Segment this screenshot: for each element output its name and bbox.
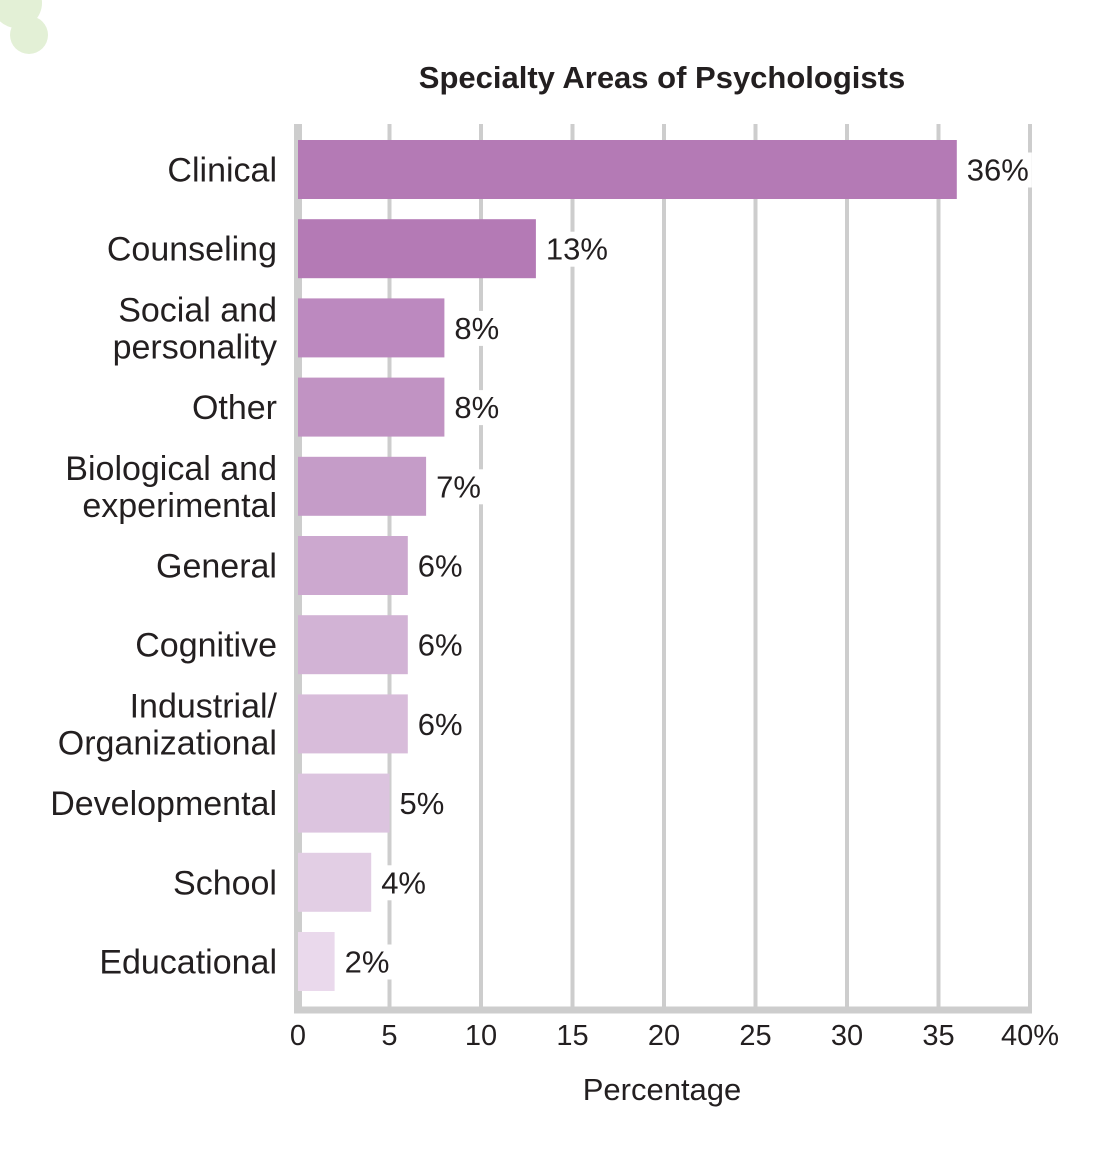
value-label-backdrop	[414, 706, 466, 742]
category-label: Industrial/Organizational	[58, 687, 278, 762]
x-tick-label: 20	[648, 1020, 680, 1052]
value-label-backdrop	[414, 627, 466, 663]
value-label-backdrop	[542, 231, 611, 267]
bar	[298, 773, 390, 833]
value-labels: 36% 13% 8% 8% 7% 6% 6% 6% 5% 4% 2%	[345, 153, 1029, 980]
chart-title: Specialty Areas of Psychologists	[419, 60, 905, 95]
x-tick-label: 5	[381, 1020, 397, 1052]
category-label: Counseling	[107, 231, 277, 269]
x-tick-label: 30	[831, 1020, 863, 1052]
value-label: 6%	[418, 707, 463, 742]
x-axis-ticks: 0 5 10 15 20 25 30 35 40%	[290, 1020, 1059, 1052]
value-label: 13%	[546, 232, 608, 267]
category-label: School	[173, 864, 277, 902]
bars	[298, 140, 957, 991]
value-label: 8%	[454, 311, 499, 346]
category-label: Cognitive	[135, 627, 277, 665]
category-label: Developmental	[50, 785, 277, 823]
category-label: Social and personality	[113, 291, 277, 366]
value-label: 4%	[381, 865, 426, 900]
value-label: 36%	[967, 153, 1029, 188]
category-labels: Clinical Counseling Social and personality O…	[50, 152, 277, 982]
bar	[298, 219, 536, 279]
value-label-backdrop	[396, 786, 448, 822]
x-tick-label: 25	[739, 1020, 771, 1052]
bar	[298, 456, 427, 516]
bar	[298, 615, 408, 675]
category-label: Educational	[99, 944, 277, 982]
value-label: 8%	[454, 390, 499, 425]
value-label: 7%	[436, 469, 481, 504]
bar	[298, 932, 335, 991]
category-label: Biological and experimental	[65, 450, 277, 525]
category-label: General	[156, 548, 277, 586]
x-tick-label: 15	[556, 1020, 588, 1052]
bar	[298, 298, 445, 358]
x-tick-label: 40%	[1001, 1020, 1059, 1052]
bar	[298, 694, 408, 754]
value-label: 2%	[345, 945, 390, 980]
value-label-backdrop	[451, 310, 503, 346]
bar	[298, 852, 372, 912]
x-tick-label: 10	[465, 1020, 497, 1052]
category-label: Clinical	[167, 152, 277, 190]
value-label: 5%	[400, 786, 445, 821]
value-label-backdrop	[341, 944, 393, 980]
category-label: Other	[192, 389, 277, 427]
value-label-backdrop	[963, 152, 1032, 188]
value-label-backdrop	[414, 548, 466, 584]
bar	[298, 140, 957, 199]
decorative-green-dot	[10, 16, 48, 54]
value-label: 6%	[418, 549, 463, 584]
value-label-backdrop	[378, 865, 430, 901]
value-label-backdrop	[433, 469, 484, 505]
x-axis-title: Percentage	[583, 1072, 742, 1107]
bar	[298, 536, 408, 595]
bar	[298, 377, 445, 437]
value-label: 6%	[418, 628, 463, 663]
x-tick-label: 35	[922, 1020, 954, 1052]
value-label-backdrop	[451, 390, 503, 426]
x-tick-label: 0	[290, 1020, 306, 1052]
